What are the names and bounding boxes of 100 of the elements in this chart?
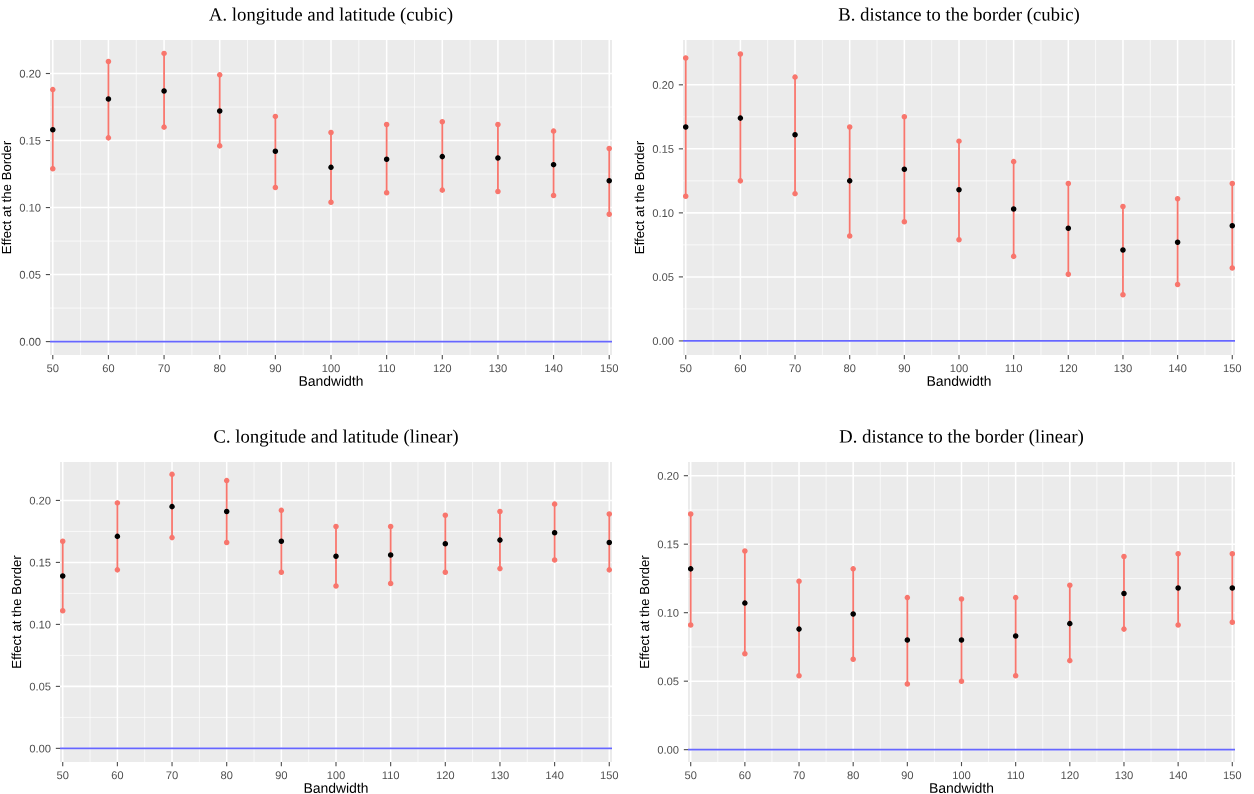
y-tick-label: 0.15 [657, 540, 679, 549]
point [223, 477, 230, 484]
point [383, 121, 390, 128]
point [1012, 633, 1019, 639]
point [1010, 253, 1017, 260]
x-tick-label: 100 [950, 364, 968, 373]
point [161, 88, 167, 94]
point [278, 569, 285, 576]
point [792, 131, 798, 138]
x-tick-label: 140 [546, 771, 564, 780]
point [1065, 225, 1072, 232]
point [737, 115, 744, 121]
point [1067, 620, 1073, 627]
x-tick-label: 70 [793, 771, 805, 780]
point [114, 533, 121, 540]
point [850, 566, 856, 572]
point [1121, 553, 1127, 560]
point [333, 523, 339, 530]
y-tick-label: 0.10 [29, 620, 51, 629]
x-tick-label: 80 [214, 364, 226, 373]
point [387, 580, 394, 587]
x-tick-label: 60 [111, 771, 124, 780]
point [1175, 622, 1181, 628]
point [439, 153, 446, 160]
x-tick-label: 110 [382, 771, 400, 780]
x-axis-title: Bandwidth [304, 782, 368, 793]
point [50, 165, 56, 172]
y-tick-label: 0.10 [657, 608, 679, 617]
point [169, 471, 175, 478]
point [105, 96, 112, 102]
point [737, 178, 744, 184]
point [551, 557, 558, 563]
point [846, 124, 853, 130]
point [439, 187, 446, 193]
point [1175, 585, 1181, 591]
x-tick-label: 120 [436, 771, 455, 780]
x-axis-title: Bandwidth [930, 782, 994, 793]
point [169, 534, 175, 541]
point [442, 569, 449, 576]
x-tick-label: 110 [378, 364, 396, 373]
y-axis-title: Effect at the Border [11, 555, 22, 668]
point [683, 193, 689, 199]
x-tick-label: 120 [1061, 771, 1079, 780]
x-tick-label: 110 [1007, 771, 1025, 780]
point [114, 500, 121, 506]
point [606, 211, 612, 218]
point [1121, 590, 1127, 597]
point [1229, 551, 1235, 557]
x-tick-label: 90 [901, 771, 914, 780]
y-tick-label: 0.05 [652, 273, 674, 282]
point [1175, 551, 1181, 557]
point [1229, 619, 1235, 626]
point [683, 124, 689, 130]
x-axis-title: Bandwidth [299, 375, 363, 386]
y-tick-label: 0.10 [19, 203, 41, 212]
y-tick-label: 0.05 [19, 270, 41, 279]
x-tick-label: 80 [221, 771, 233, 780]
point [683, 55, 689, 61]
x-tick-label: 150 [600, 364, 619, 373]
point [161, 124, 167, 130]
point [956, 138, 962, 144]
x-tick-label: 50 [47, 364, 59, 373]
x-tick-label: 120 [433, 364, 452, 373]
point [60, 538, 66, 545]
x-tick-label: 150 [600, 771, 619, 780]
point [223, 508, 230, 515]
point [1121, 626, 1127, 632]
point [328, 199, 334, 205]
point [904, 637, 911, 643]
x-tick-label: 90 [898, 364, 911, 373]
x-tick-label: 100 [322, 364, 340, 373]
point [497, 508, 503, 515]
x-tick-label: 70 [789, 364, 801, 373]
point [1065, 271, 1072, 278]
point [495, 155, 501, 161]
point [383, 190, 390, 196]
point [1229, 585, 1235, 591]
point [796, 626, 802, 632]
point [387, 523, 394, 530]
point [956, 187, 962, 193]
point [333, 553, 339, 559]
point [216, 72, 223, 78]
point [105, 135, 112, 141]
x-tick-label: 50 [57, 771, 69, 780]
point [792, 190, 798, 197]
point [333, 583, 339, 589]
point [1012, 672, 1019, 679]
x-tick-label: 130 [491, 771, 509, 780]
x-tick-label: 100 [327, 771, 345, 780]
point [846, 178, 853, 184]
point [1229, 180, 1235, 187]
x-tick-label: 110 [1005, 364, 1023, 373]
y-tick-label: 0.05 [657, 677, 679, 686]
x-tick-label: 60 [734, 364, 747, 373]
point [551, 529, 558, 536]
point [495, 121, 501, 128]
point [272, 184, 279, 191]
chart-title: D. distance to the border (linear) [839, 429, 1084, 447]
point [161, 50, 167, 57]
point [1174, 196, 1181, 202]
